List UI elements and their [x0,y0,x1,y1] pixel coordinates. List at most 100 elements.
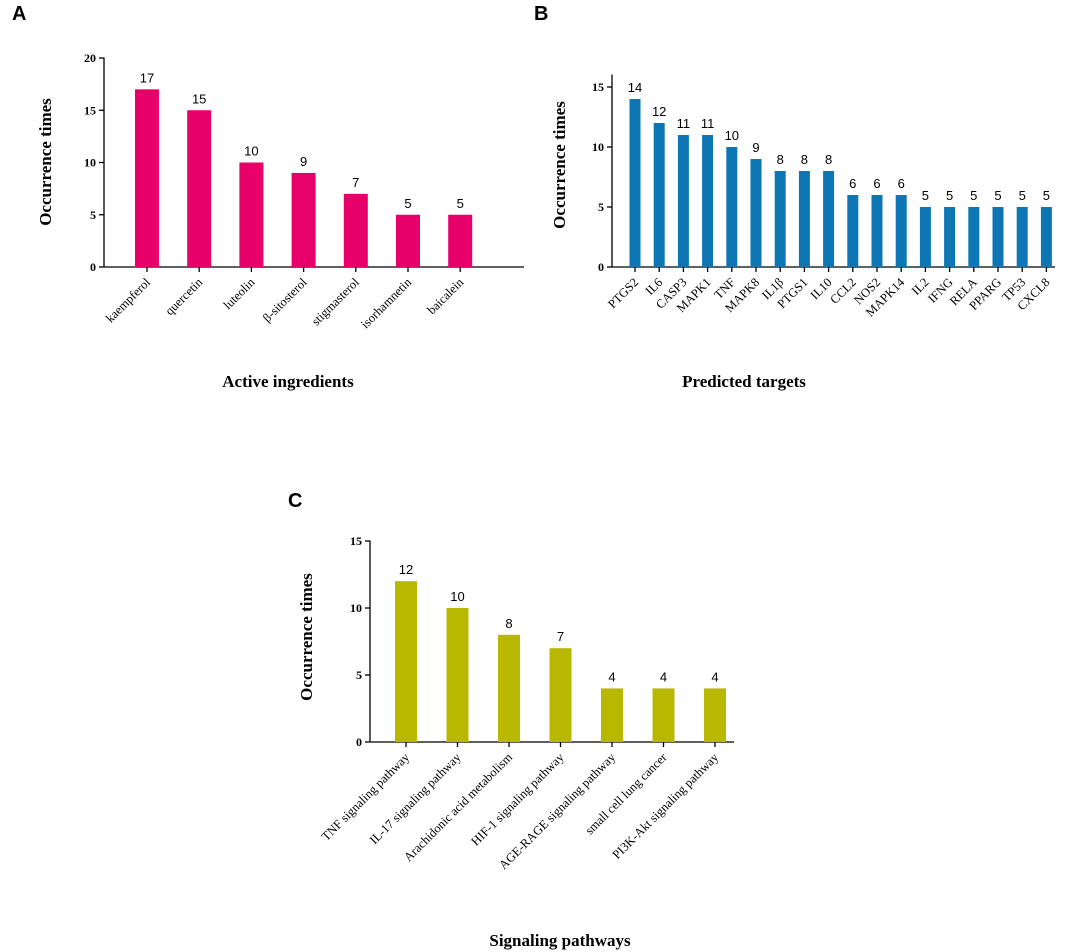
bar [291,172,316,267]
data-label: 5 [970,188,977,203]
data-label: 9 [752,140,759,155]
data-label: 11 [677,116,691,131]
panel-c: C 0 5 10 15 12 TNF signaling pathway 10 IL-17 si… [288,490,734,950]
data-label: 7 [352,175,359,190]
data-label: 17 [140,70,154,85]
data-label: 5 [1043,188,1050,203]
y-axis-title: Occurrence times [550,101,569,229]
data-label: 4 [608,669,615,684]
category-label: baicalein [425,275,467,317]
y-tick-label: 10 [84,156,96,170]
bar [944,207,956,267]
y-tick-label: 15 [350,534,362,548]
data-label: 4 [711,669,718,684]
bar [601,688,623,742]
bar [823,171,835,267]
bar [187,110,212,267]
data-label: 4 [660,669,667,684]
bar [446,608,469,742]
y-tick-label: 15 [592,80,604,94]
data-label: 6 [898,176,905,191]
data-label: 5 [457,196,464,211]
category-label: PI3K-Akt signaling pathway [610,750,722,862]
data-label: 10 [725,128,739,143]
data-label: 8 [777,152,784,167]
bar [395,581,417,742]
data-label: 11 [701,116,715,131]
bar [343,193,368,267]
bar [726,147,738,267]
bar [871,195,883,267]
category-label: TNF signaling pathway [319,750,413,844]
bar [750,159,762,267]
bar [1040,207,1052,267]
y-tick-label: 5 [356,668,362,682]
bar [704,688,726,742]
data-label: 8 [825,152,832,167]
data-label: 14 [628,80,642,95]
y-tick-label: 15 [84,103,96,117]
bar [549,648,572,742]
category-label: CCL2 [827,275,859,307]
data-label: 12 [399,562,413,577]
panel-letter: C [288,490,302,512]
bar [992,207,1004,267]
y-tick-label: 10 [592,140,604,154]
bar [239,162,264,267]
bar [396,214,420,267]
data-label: 6 [873,176,880,191]
data-label: 7 [557,629,564,644]
category-label: isorhamnetin [358,275,415,332]
data-label: 12 [652,104,666,119]
category-label: stigmasterol [309,275,362,328]
bar [498,634,520,742]
panel-letter: A [12,3,26,25]
bar [653,123,665,267]
category-label: β-sitosterol [260,275,310,325]
data-label: 8 [801,152,808,167]
bar [968,207,980,267]
data-label: 9 [300,154,307,169]
category-label: kaempferol [103,275,154,326]
bar [448,214,473,267]
bar [919,207,931,267]
data-label: 5 [946,188,953,203]
panel-a: A 0 5 10 15 20 17 kaempferol 15 quercetin 10 luteol… [12,3,524,391]
data-label: 10 [450,589,464,604]
bar [847,195,859,267]
data-label: 5 [404,196,411,211]
x-axis-title: Predicted targets [682,372,806,391]
data-label: 5 [1019,188,1026,203]
category-label: quercetin [163,275,206,318]
panel-letter: B [534,3,548,25]
x-axis-title: Active ingredients [222,372,354,391]
bar [629,99,641,267]
y-tick-label: 5 [598,200,604,214]
data-label: 6 [849,176,856,191]
category-label: Arachidonic acid metabolism [401,750,515,864]
y-tick-label: 5 [90,208,96,222]
y-axis-title: Occurrence times [36,98,55,226]
y-axis-title: Occurrence times [297,573,316,701]
y-tick-label: 0 [90,260,96,274]
x-axis-title: Signaling pathways [489,931,631,950]
bar [774,171,786,267]
data-label: 15 [192,91,206,106]
data-label: 10 [244,144,258,159]
category-label: luteolin [221,275,258,312]
category-label: HIF-1 signaling pathway [468,750,567,849]
data-label: 5 [922,188,929,203]
y-tick-label: 10 [350,601,362,615]
data-label: 8 [505,616,512,631]
bar [135,89,159,267]
bar [798,171,810,267]
category-label: IL-17 signaling pathway [367,750,464,847]
data-label: 5 [994,188,1001,203]
y-tick-label: 0 [598,260,604,274]
bar [1016,207,1028,267]
bar [677,135,689,267]
bar [895,195,907,267]
category-label: PTGS2 [605,275,641,311]
